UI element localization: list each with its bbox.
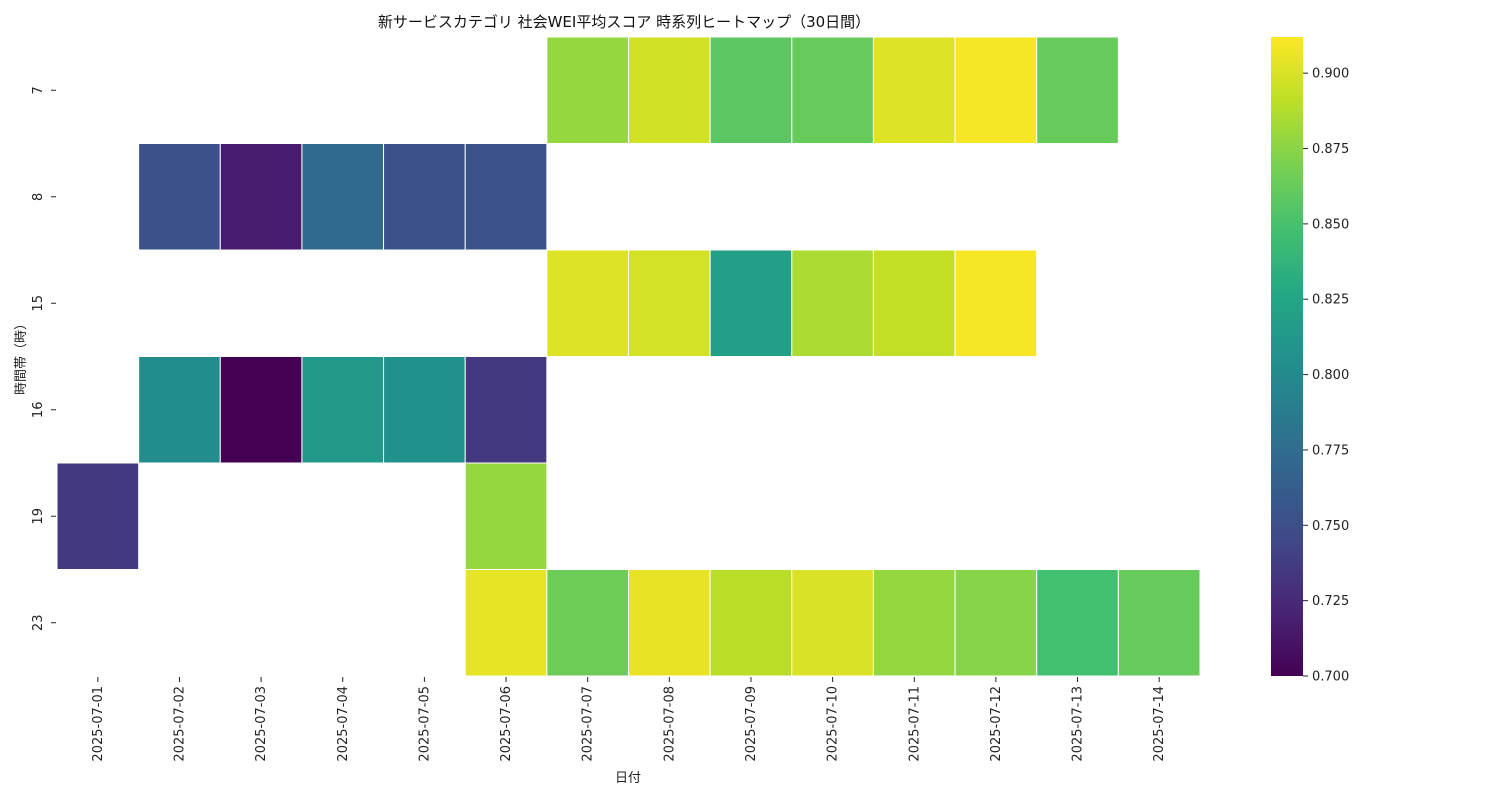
heatmap-cell [464,462,548,570]
y-axis-ticks: 7 8 15 16 19 23 [31,86,56,631]
y-tick-label: 19 [31,508,46,525]
heatmap-cell [546,249,629,357]
heatmap-cell [791,36,874,144]
colorbar-tick-label: 0.800 [1312,368,1349,383]
chart-title: 新サービスカテゴリ 社会WEI平均スコア 時系列ヒートマップ（30日間） [378,13,870,31]
colorbar-tick-label: 0.825 [1312,293,1349,308]
heatmap-cell [383,356,466,464]
heatmap-cell [954,569,1038,677]
x-tick-label: 2025-07-05 [417,686,432,762]
heatmap-cell [872,36,956,144]
heatmap-cell [138,356,221,464]
x-axis-ticks: 2025-07-01 2025-07-02 2025-07-03 2025-07-04… [91,677,1167,762]
heatmap-cell [56,462,140,570]
y-tick-label: 8 [31,193,46,201]
x-tick-label: 2025-07-11 [907,686,922,762]
heatmap-cell [219,356,303,464]
heatmap-cell [709,249,793,357]
heatmap-cell [464,569,548,677]
x-tick-label: 2025-07-06 [499,686,514,762]
heatmap-cell [791,569,874,677]
colorbar-tick-label: 0.700 [1312,670,1349,685]
x-tick-label: 2025-07-04 [336,686,351,762]
x-tick-label: 2025-07-12 [989,686,1004,762]
heatmap-cell [709,569,793,677]
heatmap-cell [954,36,1038,144]
x-tick-label: 2025-07-03 [254,686,269,762]
colorbar-tick-label: 0.850 [1312,217,1349,232]
heatmap-cell [791,249,874,357]
heatmap-cell [872,569,956,677]
heatmap-cell [1117,569,1201,677]
heatmap-cell [464,143,548,251]
heatmap-cell [628,36,711,144]
y-tick-label: 16 [31,402,46,419]
colorbar-ticks: 0.700 0.725 0.750 0.775 0.800 0.825 0.850 0.875… [1303,67,1349,685]
heatmap-cell [1036,569,1119,677]
heatmap-cell [954,249,1038,357]
heatmap-cell [219,143,303,251]
heatmap-cell [1036,36,1119,144]
x-tick-label: 2025-07-10 [826,686,841,762]
y-tick-label: 7 [31,86,46,94]
heatmap-cell [301,356,385,464]
heatmap-cell [628,249,711,357]
colorbar-tick-label: 0.775 [1312,443,1349,458]
y-tick-label: 15 [31,295,46,312]
heatmap-cell [872,249,956,357]
x-tick-label: 2025-07-02 [173,686,188,762]
x-tick-label: 2025-07-08 [662,686,677,762]
y-axis-label: 時間帯（時） [14,317,29,395]
x-tick-label: 2025-07-14 [1152,686,1167,762]
colorbar-tick-label: 0.875 [1312,142,1349,157]
x-tick-label: 2025-07-09 [744,686,759,762]
x-tick-label: 2025-07-01 [91,686,106,762]
colorbar-tick-label: 0.900 [1312,67,1349,82]
heatmap-cell [628,569,711,677]
colorbar-tick-label: 0.750 [1312,519,1349,534]
colorbar-tick-label: 0.725 [1312,594,1349,609]
heatmap-cell [138,143,221,251]
x-tick-label: 2025-07-07 [581,686,596,762]
colorbar [1271,37,1303,676]
heatmap-cell [301,143,385,251]
heatmap-cell [383,143,466,251]
heatmap-cell [464,356,548,464]
heatmap-cell [709,36,793,144]
heatmap-cell [546,36,629,144]
heatmap-cell [546,569,629,677]
x-axis-label: 日付 [615,771,641,786]
heatmap-cells [56,36,1201,677]
x-tick-label: 2025-07-13 [1071,686,1086,762]
y-tick-label: 23 [31,615,46,632]
